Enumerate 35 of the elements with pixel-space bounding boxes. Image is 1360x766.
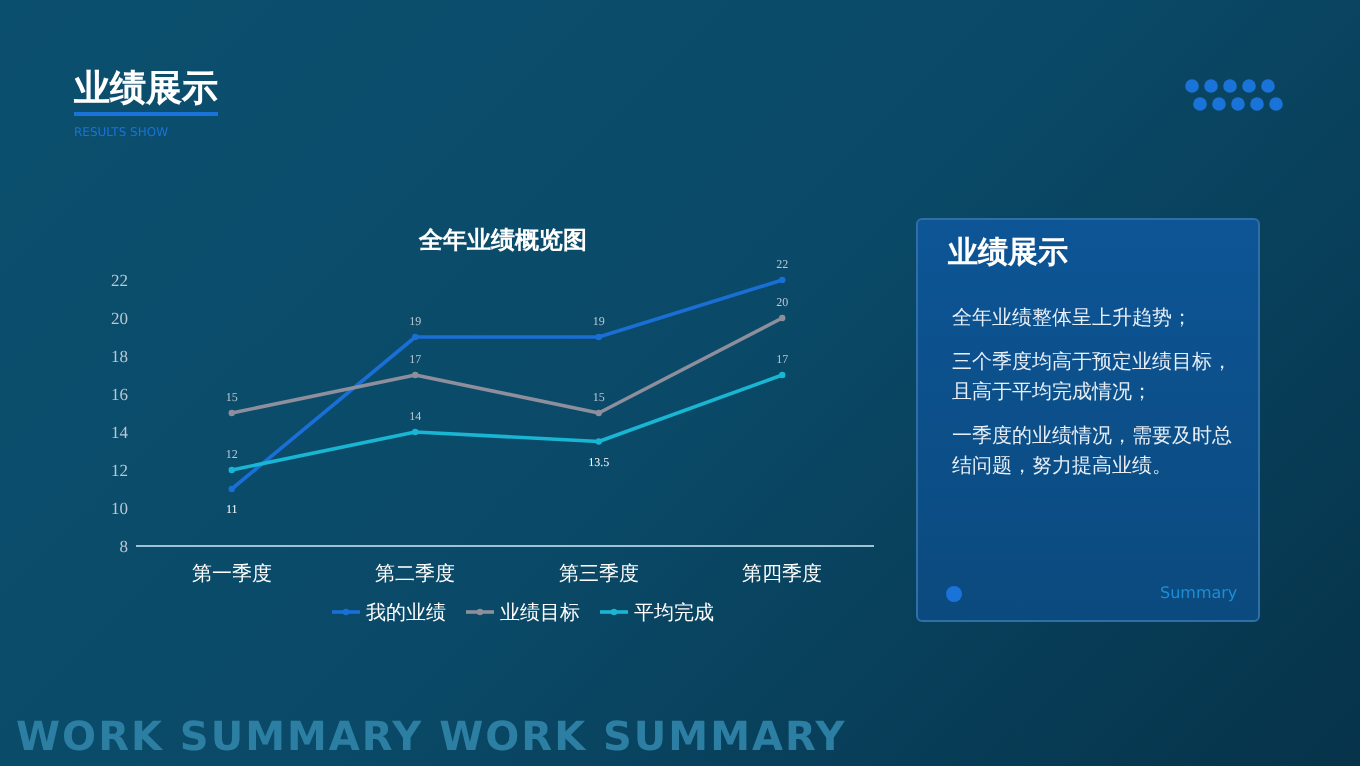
legend-label: 我的业绩 [366,601,446,625]
x-tick-label: 第三季度 [558,562,639,586]
text: 三个季度均高于预定业绩目标，且高于平均完成情况； [952,349,1234,408]
point [412,428,419,436]
point [412,333,419,341]
y-tick-label: 20 [111,308,128,328]
text: 一季度的业绩情况，需要及时总结问题，努力提高业绩。 [952,423,1234,482]
point [228,485,235,493]
chart-title: 全年业绩概览图 [417,226,587,254]
point [595,333,602,341]
text: 全年业绩整体呈上升趋势； [952,305,1194,334]
point [228,466,235,474]
y-tick-label: 18 [111,346,128,366]
legend-label: 业绩目标 [500,601,580,625]
x-tick-label: 第二季度 [375,562,456,586]
text: 业绩展示 [948,234,1068,272]
point [779,371,786,379]
point [595,409,602,417]
text: 业绩展示 [74,68,218,116]
point [595,438,602,445]
point [412,371,419,379]
legend-label: 平均完成 [634,601,714,625]
x-tick-label: 第四季度 [742,562,823,586]
y-tick-label: 12 [111,460,128,480]
point [779,314,786,322]
y-tick-label: 10 [111,498,128,518]
x-tick-label: 第一季度 [191,562,272,586]
y-tick-label: 22 [111,270,128,290]
text: WORK SUMMARY WORK SUMMARY [16,712,847,760]
text: Summary [1160,584,1238,602]
point [228,409,235,417]
y-tick-label: 8 [119,536,128,556]
point [779,276,786,284]
y-tick-label: 16 [111,384,128,404]
y-tick-label: 14 [111,422,130,442]
